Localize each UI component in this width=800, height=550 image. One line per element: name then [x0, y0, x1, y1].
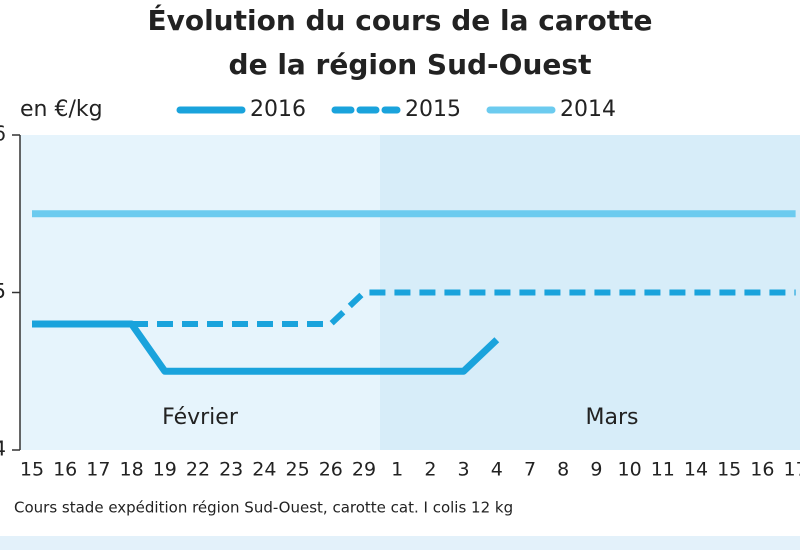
legend-label: 2015	[405, 97, 461, 122]
x-tick-label: 17	[86, 459, 110, 481]
x-tick-label: 15	[20, 459, 44, 481]
x-tick-label: 1	[391, 459, 403, 481]
series-line	[32, 320, 500, 375]
x-tick-label: 14	[684, 459, 708, 481]
chart-subtitle: de la région Sud-Ouest	[229, 48, 592, 81]
legend-label: 2016	[250, 97, 306, 122]
month-label: Février	[162, 405, 239, 430]
x-tick-label: 2	[424, 459, 436, 481]
month-label: Mars	[586, 405, 639, 430]
y-tick-label: 0,5	[0, 279, 6, 303]
bottom-band	[0, 536, 800, 550]
x-tick-label: 7	[524, 459, 536, 481]
x-tick-label: 23	[219, 459, 243, 481]
x-tick-label: 18	[120, 459, 144, 481]
x-tick-label: 11	[651, 459, 675, 481]
x-tick-label: 17	[784, 459, 800, 481]
y-tick-label: 0,6	[0, 122, 6, 146]
x-tick-label: 15	[717, 459, 741, 481]
x-tick-label: 8	[557, 459, 569, 481]
x-tick-label: 9	[590, 459, 602, 481]
y-axis-label: en €/kg	[20, 97, 103, 122]
x-tick-label: 25	[286, 459, 310, 481]
x-tick-label: 22	[186, 459, 210, 481]
x-tick-label: 16	[53, 459, 77, 481]
legend-label: 2014	[560, 97, 616, 122]
plot-bg-mar	[380, 135, 800, 450]
x-tick-label: 19	[153, 459, 177, 481]
x-tick-label: 4	[491, 459, 503, 481]
chart-title: Évolution du cours de la carotte	[147, 3, 652, 37]
plot-bg-feb	[20, 135, 380, 450]
x-tick-label: 24	[252, 459, 276, 481]
x-tick-label: 16	[750, 459, 774, 481]
x-tick-label: 29	[352, 459, 376, 481]
x-tick-label: 10	[618, 459, 642, 481]
y-tick-label: 0,4	[0, 437, 6, 461]
x-tick-label: 26	[319, 459, 343, 481]
x-tick-label: 3	[458, 459, 470, 481]
series-line	[32, 289, 796, 327]
footnote: Cours stade expédition région Sud-Ouest,…	[14, 499, 513, 517]
